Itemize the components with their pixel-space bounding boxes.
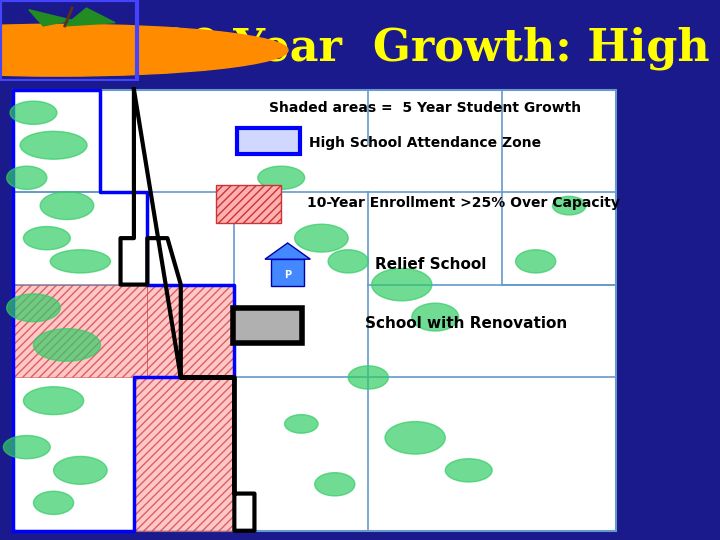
Ellipse shape [24, 387, 84, 415]
Ellipse shape [445, 459, 492, 482]
Ellipse shape [372, 268, 432, 301]
Text: School with Renovation: School with Renovation [366, 316, 567, 332]
Ellipse shape [385, 422, 445, 454]
Polygon shape [148, 285, 235, 377]
Ellipse shape [10, 101, 57, 124]
Bar [233, 308, 302, 343]
Ellipse shape [4, 435, 50, 459]
Polygon shape [65, 8, 115, 26]
Ellipse shape [50, 249, 110, 273]
Ellipse shape [412, 303, 459, 331]
Ellipse shape [6, 294, 60, 322]
Ellipse shape [6, 166, 47, 190]
Ellipse shape [24, 226, 71, 249]
Text: P: P [284, 271, 291, 280]
Ellipse shape [348, 366, 388, 389]
Ellipse shape [328, 249, 369, 273]
Text: High School Attendance Zone: High School Attendance Zone [309, 136, 541, 150]
Bar [0, 0, 137, 81]
Bar [238, 128, 300, 154]
Ellipse shape [40, 192, 94, 220]
Bar [216, 185, 282, 224]
Ellipse shape [516, 249, 556, 273]
Ellipse shape [294, 224, 348, 252]
Ellipse shape [34, 491, 73, 515]
Ellipse shape [315, 472, 355, 496]
Polygon shape [29, 10, 72, 26]
Ellipse shape [552, 197, 586, 215]
Text: 10-Year  Growth: High: 10-Year Growth: High [158, 27, 710, 70]
Ellipse shape [258, 166, 305, 190]
Text: Shaded areas =  5 Year Student Growth: Shaded areas = 5 Year Student Growth [269, 100, 581, 114]
Polygon shape [14, 285, 235, 531]
Ellipse shape [53, 456, 107, 484]
Ellipse shape [20, 131, 87, 159]
Bar [271, 259, 304, 286]
Polygon shape [265, 243, 310, 259]
Circle shape [0, 24, 288, 76]
Text: 10-Year Enrollment >25% Over Capacity: 10-Year Enrollment >25% Over Capacity [307, 195, 620, 210]
Text: Relief School: Relief School [374, 257, 486, 272]
Ellipse shape [284, 415, 318, 433]
Ellipse shape [34, 329, 101, 361]
